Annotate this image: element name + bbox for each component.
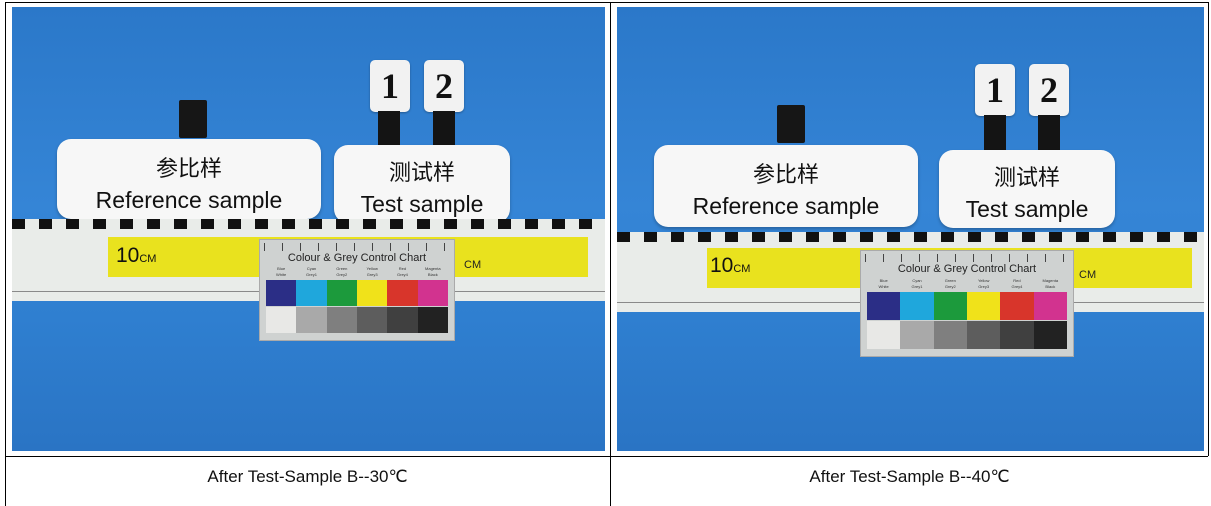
yellow-swatch bbox=[356, 280, 388, 306]
grey3-swatch bbox=[966, 321, 1001, 349]
photo-panel-left: 参比样 Reference sample 1 2 测试样 Test sample… bbox=[12, 7, 605, 451]
colour-grey-control-chart: Colour & Grey Control Chart Blue Cyan Gree… bbox=[860, 250, 1074, 357]
caption-right: After Test-Sample B--40℃ bbox=[809, 467, 1010, 486]
test-label-en: Test sample bbox=[360, 191, 484, 217]
reference-sample-swatch bbox=[777, 105, 805, 143]
reference-label-cn: 参比样 bbox=[155, 157, 222, 182]
reference-label-en: Reference sample bbox=[692, 193, 880, 219]
magenta-swatch bbox=[417, 280, 448, 306]
white-swatch bbox=[867, 321, 901, 349]
test-strip-2 bbox=[433, 111, 455, 147]
photo-panel-right: 参比样 Reference sample 1 2 测试样 Test sample… bbox=[617, 7, 1204, 451]
cyan-swatch bbox=[900, 292, 934, 320]
green-swatch bbox=[326, 280, 357, 306]
grey-swatch-labels: White Grey1 Grey2 Grey3 Grey4 Black bbox=[276, 272, 438, 277]
chart-title: Colour & Grey Control Chart bbox=[897, 263, 1037, 275]
sample-number-2: 2 bbox=[1029, 64, 1069, 116]
yellow-swatch bbox=[966, 292, 1001, 320]
table-border-right bbox=[1208, 2, 1209, 456]
chart-mini-ruler bbox=[865, 254, 1069, 262]
ruler-unit: CM bbox=[733, 263, 751, 275]
test-sample-label: 测试样 Test sample bbox=[334, 145, 510, 223]
ruler-10cm-label: 10CM bbox=[116, 244, 156, 268]
sample-number-2: 2 bbox=[424, 60, 464, 112]
grey3-swatch bbox=[356, 307, 388, 333]
test-strip-2 bbox=[1038, 115, 1060, 151]
table-border-left bbox=[5, 2, 6, 506]
ruler-unit-right: CM bbox=[464, 259, 482, 271]
colour-grey-control-chart: Colour & Grey Control Chart Blue Cyan Gree… bbox=[259, 239, 455, 341]
grey4-swatch bbox=[1000, 321, 1034, 349]
test-label-en: Test sample bbox=[965, 196, 1089, 222]
red-swatch bbox=[1000, 292, 1034, 320]
grey1-swatch bbox=[296, 307, 327, 333]
grey2-swatch bbox=[326, 307, 357, 333]
ruler-ticks bbox=[617, 232, 1204, 242]
grey2-swatch bbox=[933, 321, 967, 349]
ruler-value: 10 bbox=[116, 244, 140, 267]
grey1-swatch bbox=[900, 321, 934, 349]
test-label-cn: 测试样 bbox=[993, 166, 1060, 191]
ruler-ticks bbox=[12, 219, 605, 229]
color-swatch-labels: Blue Cyan Green Yellow Red Magenta bbox=[277, 266, 441, 271]
sample-number-1: 1 bbox=[370, 60, 410, 112]
cyan-swatch bbox=[296, 280, 327, 306]
reference-sample-label: 参比样 Reference sample bbox=[654, 145, 918, 227]
ruler-10cm-label: 10CM bbox=[710, 254, 750, 278]
color-swatch-row bbox=[266, 280, 448, 306]
table-column-divider bbox=[610, 2, 611, 506]
magenta-swatch bbox=[1033, 292, 1067, 320]
test-label-cn: 测试样 bbox=[388, 161, 455, 186]
test-strip-1 bbox=[378, 111, 400, 147]
chart-mini-ruler bbox=[264, 243, 450, 251]
caption-left: After Test-Sample B--30℃ bbox=[207, 467, 408, 486]
blue-backdrop bbox=[617, 7, 1204, 451]
chart-title: Colour & Grey Control Chart bbox=[287, 252, 427, 264]
color-swatch-row bbox=[867, 292, 1067, 320]
red-swatch bbox=[387, 280, 418, 306]
reference-label-cn: 参比样 bbox=[752, 163, 819, 188]
white-swatch bbox=[266, 307, 297, 333]
table-row-divider bbox=[5, 456, 1208, 457]
blue-swatch bbox=[867, 292, 901, 320]
color-swatch-labels: Blue Cyan Green Yellow Red Magenta bbox=[879, 278, 1059, 283]
grey4-swatch bbox=[387, 307, 418, 333]
test-sample-label: 测试样 Test sample bbox=[939, 150, 1115, 228]
green-swatch bbox=[933, 292, 967, 320]
reference-sample-label: 参比样 Reference sample bbox=[57, 139, 321, 219]
table-border-top bbox=[5, 2, 1208, 3]
ruler-unit: CM bbox=[139, 253, 157, 265]
reference-label-en: Reference sample bbox=[95, 187, 283, 213]
grey-swatch-labels: White Grey1 Grey2 Grey3 Grey4 Black bbox=[878, 284, 1056, 289]
ruler-value: 10 bbox=[710, 254, 734, 277]
reference-sample-swatch bbox=[179, 100, 207, 138]
blue-swatch bbox=[266, 280, 297, 306]
sample-number-1: 1 bbox=[975, 64, 1015, 116]
grey-swatch-row bbox=[266, 307, 448, 333]
grey-swatch-row bbox=[867, 321, 1067, 349]
test-strip-1 bbox=[984, 115, 1006, 151]
black-swatch bbox=[417, 307, 448, 333]
ruler-unit-right: CM bbox=[1079, 269, 1097, 281]
black-swatch bbox=[1033, 321, 1067, 349]
